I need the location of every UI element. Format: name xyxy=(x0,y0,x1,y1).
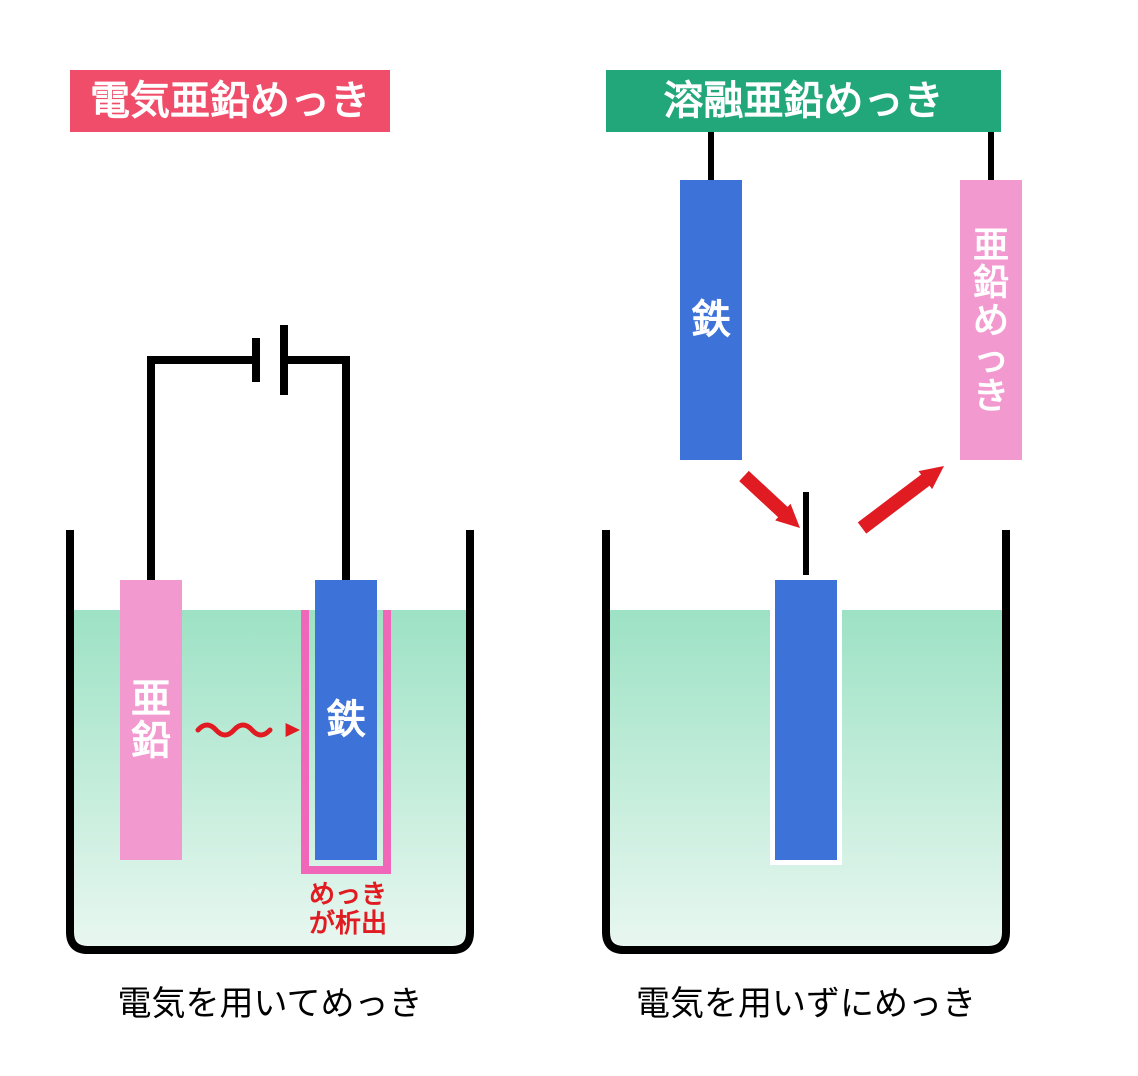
wire-left xyxy=(151,360,256,580)
iron-before-label: 鉄 xyxy=(691,298,731,342)
zinc-label: 亜鉛 xyxy=(131,677,171,763)
plating-annotation-2: が析出 xyxy=(309,908,387,938)
svg-text:亜: 亜 xyxy=(973,224,1009,265)
left-caption: 電気を用いてめっき xyxy=(118,985,423,1023)
arrow-dip-in xyxy=(744,476,789,517)
svg-text:き: き xyxy=(973,375,1009,416)
plated-after-label: 亜鉛めっき xyxy=(973,224,1009,416)
svg-text:鉄: 鉄 xyxy=(691,298,731,342)
svg-text:亜: 亜 xyxy=(131,677,171,721)
wire-right xyxy=(284,360,346,580)
plating-annotation-1: めっき xyxy=(309,879,387,909)
svg-text:っ: っ xyxy=(973,337,1009,378)
svg-text:鉄: 鉄 xyxy=(326,698,366,742)
svg-text:鉛: 鉛 xyxy=(131,719,171,763)
dip-piece xyxy=(775,580,837,860)
svg-text:め: め xyxy=(973,300,1009,341)
iron-label: 鉄 xyxy=(326,698,366,742)
arrow-dip-out xyxy=(862,475,932,528)
title-text: 電気亜鉛めっき xyxy=(90,79,370,123)
right-caption: 電気を用いずにめっき xyxy=(636,985,976,1023)
svg-text:鉛: 鉛 xyxy=(973,262,1009,303)
title-text: 溶融亜鉛めっき xyxy=(664,79,944,123)
